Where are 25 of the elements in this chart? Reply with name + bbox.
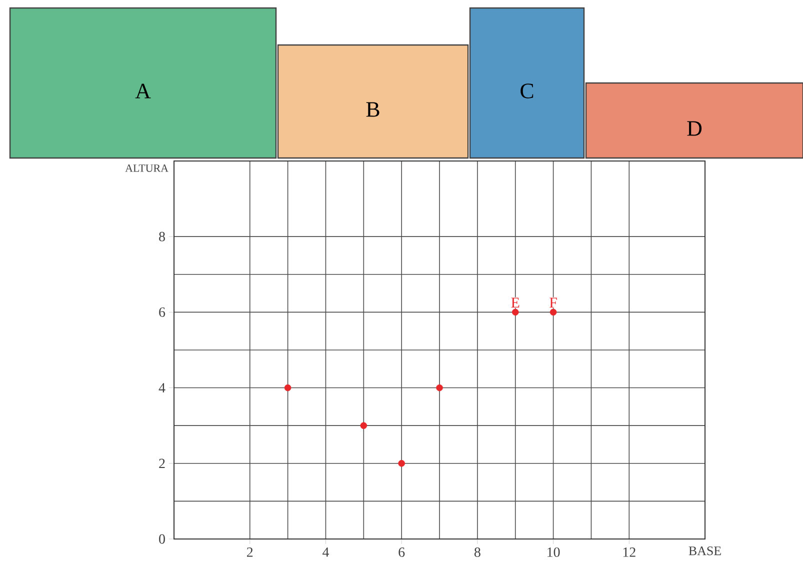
text: A <box>135 84 151 98</box>
text: B <box>366 102 380 117</box>
x-tick-label: 2 <box>246 548 253 557</box>
point <box>360 422 368 429</box>
x-tick-label: 6 <box>398 548 405 557</box>
x-tick-label: 12 <box>623 548 636 557</box>
point <box>436 384 443 392</box>
text: D <box>687 121 702 136</box>
text: C <box>520 84 534 98</box>
y-tick-label: 8 <box>159 232 165 242</box>
point <box>550 308 557 316</box>
y-tick-label: 6 <box>159 308 166 317</box>
y-tick-label: 4 <box>158 383 166 392</box>
annotation: F <box>550 298 557 308</box>
y-tick-label: 2 <box>159 458 165 468</box>
x-axis-title: BASE <box>688 546 721 556</box>
y-tick-label: 0 <box>159 534 165 544</box>
point <box>512 308 519 316</box>
annotation: E <box>511 298 520 308</box>
x-tick-label: 4 <box>322 547 329 557</box>
point <box>398 460 405 467</box>
x-tick-label: 10 <box>548 548 560 557</box>
y-axis-title: ALTURA <box>125 164 168 172</box>
x-tick-label: 8 <box>474 548 480 557</box>
point <box>284 384 292 392</box>
